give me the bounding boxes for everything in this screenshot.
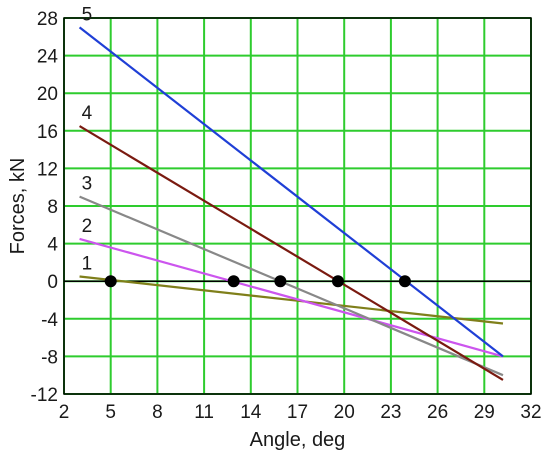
- series-label-4: 4: [82, 103, 93, 124]
- x-tick-label-9: 29: [474, 402, 495, 423]
- y-tick-label-9: 24: [37, 47, 59, 68]
- y-tick-label-0: -12: [31, 385, 58, 406]
- y-tick-labels: -12 -8 -4 0 4 8 12 16 20 24 28: [31, 9, 59, 406]
- zero-crossing-marker-3: [274, 275, 287, 288]
- x-tick-label-6: 20: [334, 402, 355, 423]
- x-tick-label-8: 26: [427, 402, 448, 423]
- y-tick-label-3: 0: [47, 272, 58, 293]
- zero-crossing-marker-4: [331, 275, 344, 288]
- x-tick-labels: 2 5 8 11 14 17 20 23 26 29 32: [59, 402, 542, 423]
- x-tick-label-3: 11: [194, 402, 214, 423]
- series-line-1: [79, 275, 504, 325]
- y-tick-label-2: -4: [41, 310, 58, 331]
- x-tick-label-1: 5: [105, 402, 116, 423]
- series-labels: 1 2 3 4 5: [82, 4, 93, 274]
- x-tick-label-10: 32: [520, 402, 541, 423]
- y-tick-label-10: 28: [37, 9, 58, 30]
- y-tick-label-7: 16: [37, 122, 58, 143]
- series-line-2: [79, 237, 504, 358]
- x-tick-label-2: 8: [152, 402, 163, 423]
- y-tick-label-1: -8: [41, 347, 58, 368]
- x-tick-label-5: 17: [287, 402, 308, 423]
- plot-frame: [63, 17, 532, 395]
- series-line-4: [79, 125, 504, 381]
- series-line-5: [78, 26, 504, 358]
- x-tick-label-7: 23: [380, 402, 401, 423]
- series-line-3: [79, 195, 504, 377]
- zero-crossing-marker-5: [398, 275, 411, 288]
- zero-crossing-marker-2: [227, 275, 240, 288]
- x-axis-title: Angle, deg: [250, 429, 346, 451]
- y-tick-label-5: 8: [47, 197, 58, 218]
- x-tick-label-4: 14: [240, 402, 262, 423]
- y-tick-label-6: 12: [37, 159, 58, 180]
- y-axis-title: Forces, kN: [7, 158, 29, 255]
- marker-group: [104, 275, 411, 288]
- zero-crossing-marker-1: [104, 275, 117, 288]
- y-tick-label-8: 20: [37, 84, 58, 105]
- grid: [63, 17, 532, 395]
- x-tick-label-0: 2: [59, 402, 70, 423]
- series-group: [78, 26, 504, 381]
- series-label-2: 2: [82, 216, 93, 237]
- series-label-3: 3: [82, 174, 93, 195]
- y-tick-label-4: 4: [47, 235, 58, 256]
- series-label-1: 1: [82, 254, 93, 275]
- series-label-5: 5: [82, 4, 93, 25]
